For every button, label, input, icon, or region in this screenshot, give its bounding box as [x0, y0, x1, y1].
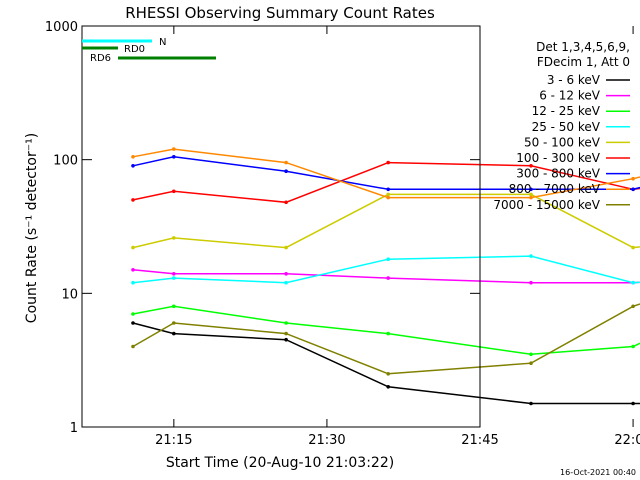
- series-6-point-3: [284, 200, 288, 205]
- series-7-point-3: [284, 169, 288, 173]
- legend-label-7: 300 - 800 keV: [516, 167, 600, 181]
- y-tick-label-2: 10: [61, 287, 78, 302]
- series-4-point-3: [284, 280, 288, 285]
- series-5-point-2: [172, 236, 176, 240]
- series-3-point-5: [529, 352, 533, 357]
- legend-header-line-1: Det 1,3,4,5,6,9,: [536, 40, 630, 54]
- x-axis-label: Start Time (20-Aug-10 21:03:22): [166, 455, 394, 471]
- series-7-point-5: [529, 187, 533, 192]
- series-6-point-5: [529, 164, 533, 168]
- series-1-point-5: [529, 401, 533, 406]
- series-9-point-1: [131, 344, 135, 349]
- plot-frame: [81, 25, 481, 428]
- series-3-point-2: [172, 304, 176, 309]
- x-tick-label-2: 21:30: [308, 433, 345, 448]
- series-7-point-6: [631, 187, 635, 192]
- series-2-point-4: [386, 276, 391, 280]
- series-7-point-2: [172, 155, 176, 159]
- x-tick-label-1: 21:15: [155, 433, 192, 448]
- series-3-point-1: [131, 312, 135, 316]
- legend-label-2: 6 - 12 keV: [539, 89, 601, 103]
- series-5-point-4: [386, 192, 391, 197]
- series-4-point-2: [172, 276, 176, 280]
- series-9-point-4: [386, 372, 391, 376]
- series-5-point-1: [131, 245, 135, 250]
- series-1-point-6: [631, 401, 635, 406]
- y-axis-label: Count Rate (s⁻¹ detector⁻¹): [24, 133, 40, 323]
- footer-date: 16-Oct-2021 00:40: [560, 468, 636, 477]
- series-9-point-3: [284, 331, 288, 336]
- series-6-point-1: [131, 198, 135, 202]
- flag-label-rd0: RD0: [124, 44, 145, 55]
- series-1-point-1: [131, 321, 135, 325]
- series-9-point-5: [529, 361, 533, 366]
- legend-label-9: 7000 - 15000 keV: [493, 198, 600, 212]
- series-2-point-5: [529, 280, 533, 285]
- legend-label-8: 800 - 7000 keV: [509, 182, 601, 196]
- series-5-point-6: [631, 245, 635, 250]
- series-5-point-3: [284, 245, 288, 250]
- x-tick-label-4: 22:00: [614, 433, 640, 448]
- series-3-point-6: [631, 344, 635, 349]
- plot-area: [131, 147, 640, 406]
- series-1-point-4: [386, 385, 391, 389]
- series-3-point-4: [386, 331, 391, 336]
- series-3-point-3: [284, 321, 288, 325]
- series-8-point-5: [529, 195, 533, 200]
- series-7-point-1: [131, 164, 135, 168]
- legend-label-6: 100 - 300 keV: [516, 151, 600, 165]
- series-4-point-4: [386, 257, 391, 262]
- legend-label-1: 3 - 6 keV: [547, 73, 601, 87]
- series-4-point-1: [131, 280, 135, 285]
- series-5-point-5: [529, 192, 533, 197]
- series-2-point-2: [172, 272, 176, 276]
- series-8-point-3: [284, 160, 288, 165]
- x-tick-label-3: 21:45: [461, 433, 498, 448]
- axes: 21:1521:3021:4522:0022:1522:301101001000…: [45, 20, 640, 448]
- legend-header-line-2: FDecim 1, Att 0: [537, 55, 630, 69]
- series-9-point-2: [172, 321, 176, 325]
- y-tick-label-1: 1: [70, 421, 78, 436]
- series-2-point-3: [284, 272, 288, 276]
- y-tick-label-4: 1000: [45, 20, 78, 35]
- series-2-point-1: [131, 268, 135, 272]
- series-4-point-5: [529, 254, 533, 258]
- series-4-point-6: [631, 280, 635, 285]
- series-1-point-3: [284, 337, 288, 342]
- flag-label-rd6: RD6: [90, 53, 111, 64]
- series-7-point-4: [386, 187, 391, 192]
- series-9-point-6: [631, 304, 635, 309]
- chart-title: RHESSI Observing Summary Count Rates: [125, 4, 435, 22]
- series-6-point-4: [386, 160, 391, 165]
- y-tick-label-3: 100: [53, 154, 78, 169]
- legend-label-4: 25 - 50 keV: [532, 120, 601, 134]
- series-8-point-1: [131, 155, 135, 159]
- legend-label-5: 50 - 100 keV: [524, 135, 601, 149]
- series-8-point-4: [386, 195, 391, 200]
- series-8-point-2: [172, 147, 176, 151]
- flag-label-n: N: [159, 37, 166, 48]
- series-8-point-6: [631, 176, 635, 181]
- legend-label-3: 12 - 25 keV: [532, 104, 601, 118]
- series-1-point-2: [172, 331, 176, 336]
- series-6-point-2: [172, 189, 176, 194]
